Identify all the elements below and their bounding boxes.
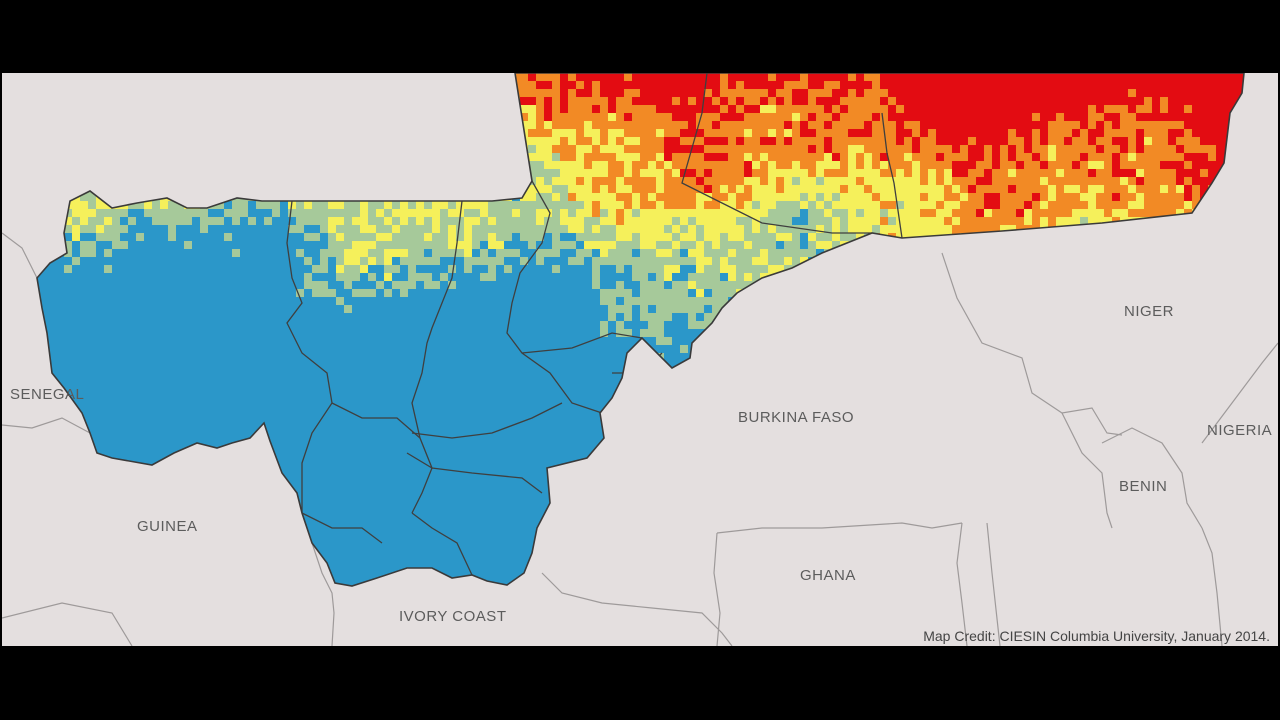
region-borders [286, 73, 903, 576]
climate-raster [37, 73, 1244, 586]
border-ivorycoast-ghana [541, 572, 733, 646]
border-guinea-south [2, 602, 133, 646]
map-credit: Map Credit: CIESIN Columbia University, … [923, 628, 1270, 644]
label-guinea: GUINEA [137, 518, 198, 535]
border-senegal-north [2, 232, 38, 279]
border-niger-nigeria [1201, 342, 1278, 444]
label-burkina-faso: BURKINA FASO [738, 409, 855, 426]
border-ghana-east [713, 532, 721, 646]
border-burkina-niger [941, 252, 1123, 436]
label-ghana: GHANA [800, 567, 856, 584]
border-niger-benin [1101, 427, 1203, 529]
label-senegal: SENEGAL [10, 386, 85, 403]
label-ivory-coast: IVORY COAST [399, 608, 507, 625]
border-guinea-ivorycoast [311, 542, 335, 646]
label-benin: BENIN [1119, 478, 1168, 495]
border-burkina-ghana [716, 522, 963, 534]
mali-climate-map [2, 73, 1278, 646]
border-senegal-guinea [2, 417, 91, 434]
border-burkina-benin [1061, 412, 1113, 529]
label-niger: NIGER [1124, 303, 1175, 320]
border-ghana-togo [956, 522, 968, 646]
map-panel: SENEGAL GUINEA IVORY COAST BURKINA FASO … [2, 73, 1278, 646]
neighbor-borders [2, 232, 1278, 646]
label-nigeria: NIGERIA [1207, 422, 1273, 439]
border-togo-benin [986, 522, 1001, 646]
border-benin-nigeria [1201, 527, 1223, 646]
